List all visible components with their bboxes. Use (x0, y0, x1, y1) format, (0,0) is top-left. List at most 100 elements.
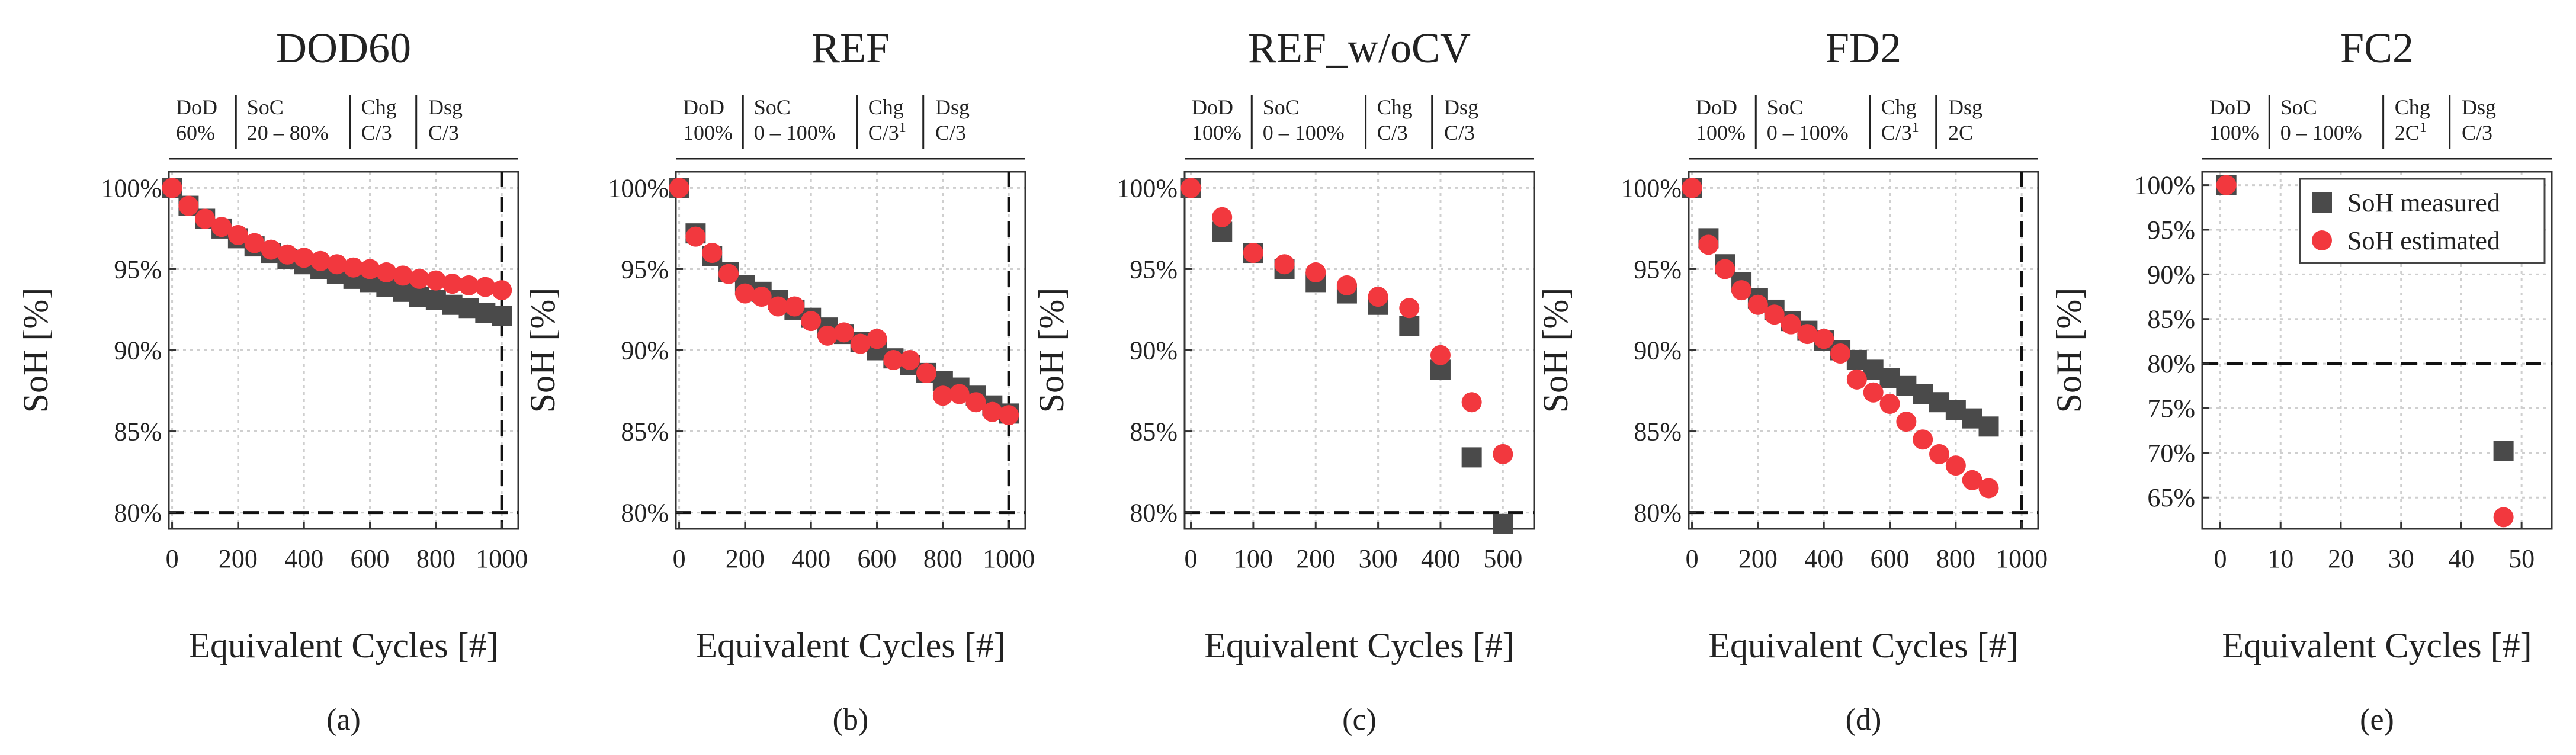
x-tick-label: 1000 (1996, 544, 2048, 573)
y-tick-label: 85% (2147, 305, 2195, 334)
x-axis-label: Equivalent Cycles [#] (188, 626, 498, 665)
data-point-estimated (1715, 259, 1735, 279)
x-axis-label: Equivalent Cycles [#] (1204, 626, 1514, 665)
x-tick-label: 100 (1234, 544, 1273, 573)
data-point-estimated (999, 405, 1019, 426)
table-footnote-marker: 1 (2420, 120, 2427, 136)
x-tick-label: 1000 (983, 544, 1035, 573)
x-tick-label: 0 (2214, 544, 2227, 573)
table-value-chg: C/3 (361, 121, 392, 144)
data-point-estimated (442, 274, 463, 294)
legend-marker-square-icon (2312, 192, 2332, 213)
legend-marker-circle-icon (2312, 230, 2332, 250)
data-point-estimated (162, 178, 182, 198)
series-soh-measured (1180, 178, 1513, 534)
x-tick-label: 400 (1804, 544, 1843, 573)
data-point-estimated (768, 296, 788, 317)
data-point-estimated (458, 275, 479, 295)
data-point-estimated (751, 287, 772, 307)
panel-label: (e) (2360, 703, 2394, 737)
table-header-chg: Chg (361, 95, 397, 119)
y-tick-label: 70% (2147, 439, 2195, 468)
table-header-dod: DoD (2209, 95, 2251, 119)
table-value-dod: 100% (1192, 121, 1242, 144)
y-axis-label: SoH [%] (1032, 288, 1071, 413)
data-point-estimated (1212, 207, 1233, 227)
table-header-dsg: Dsg (1444, 95, 1478, 119)
table-value-chg: 2C1 (2395, 120, 2427, 144)
table-value-soc: 20 – 80% (247, 121, 329, 144)
y-tick-label: 85% (1634, 417, 1682, 446)
table-header-chg: Chg (868, 95, 904, 119)
x-axis-label: Equivalent Cycles [#] (695, 626, 1005, 665)
data-point-estimated (376, 262, 397, 282)
data-point-estimated (1698, 234, 1719, 255)
data-point-measured (1399, 316, 1420, 336)
x-tick-label: 800 (1936, 544, 1975, 573)
y-axis-label: SoH [%] (1536, 288, 1575, 413)
table-value-chg: C/31 (1881, 120, 1919, 144)
data-point-measured (1461, 447, 1482, 468)
y-axis-label: SoH [%] (523, 288, 562, 413)
data-point-estimated (1368, 287, 1388, 307)
x-tick-label: 500 (1483, 544, 1522, 573)
legend-entry: SoH measured (2347, 188, 2500, 217)
data-point-estimated (1846, 369, 1867, 390)
table-value-dsg: C/3 (935, 121, 966, 144)
data-point-measured (1978, 416, 1999, 437)
data-point-estimated (1945, 455, 1966, 476)
table-header-dsg: Dsg (935, 95, 970, 119)
data-point-estimated (1929, 444, 1950, 464)
x-tick-label: 50 (2508, 544, 2535, 573)
table-value-dod: 100% (2209, 121, 2259, 144)
series-soh-estimated (2216, 175, 2514, 528)
table-value-dsg: C/3 (1444, 121, 1475, 144)
series-soh-measured (1682, 178, 1999, 437)
data-point-estimated (1731, 280, 1752, 301)
table-header-dsg: Dsg (2462, 95, 2496, 119)
data-point-estimated (1682, 178, 1702, 198)
data-point-estimated (1879, 393, 1900, 414)
table-header-soc: SoC (2280, 95, 2317, 119)
data-point-estimated (1274, 254, 1295, 275)
table-header-dod: DoD (176, 95, 217, 119)
data-point-estimated (883, 349, 904, 370)
x-tick-label: 400 (284, 544, 323, 573)
legend-box (2299, 178, 2546, 264)
x-tick-label: 200 (219, 544, 258, 573)
table-value-dod: 100% (1696, 121, 1746, 144)
table-value-chg: C/3 (1377, 121, 1408, 144)
x-axis-label: Equivalent Cycles [#] (1708, 626, 2018, 665)
data-point-estimated (1913, 429, 1933, 450)
data-point-estimated (1962, 470, 1982, 490)
x-tick-label: 0 (1185, 544, 1198, 573)
data-point-estimated (492, 280, 512, 301)
data-point-estimated (393, 265, 413, 286)
table-footnote-marker: 1 (1912, 120, 1919, 136)
data-point-estimated (1814, 329, 1834, 349)
y-tick-label: 80% (2147, 349, 2195, 378)
y-tick-label: 100% (2134, 171, 2195, 200)
data-point-estimated (1781, 314, 1801, 335)
data-point-estimated (211, 217, 232, 237)
table-header-dsg: Dsg (1948, 95, 1982, 119)
series-soh-estimated (1682, 178, 1999, 499)
y-tick-label: 100% (1621, 174, 1682, 203)
data-point-estimated (475, 277, 496, 297)
y-tick-label: 95% (114, 255, 162, 284)
data-point-estimated (900, 349, 920, 370)
data-point-measured (2493, 441, 2514, 461)
x-axis-label: Equivalent Cycles [#] (2222, 626, 2532, 665)
data-point-estimated (195, 208, 216, 229)
data-point-estimated (1830, 343, 1851, 364)
chart-title: DOD60 (276, 24, 411, 72)
series-soh-estimated (669, 178, 1019, 426)
panel-label: (a) (326, 703, 361, 737)
data-point-measured (1493, 513, 1513, 534)
y-tick-label: 90% (621, 336, 669, 365)
y-tick-label: 95% (1634, 255, 1682, 284)
